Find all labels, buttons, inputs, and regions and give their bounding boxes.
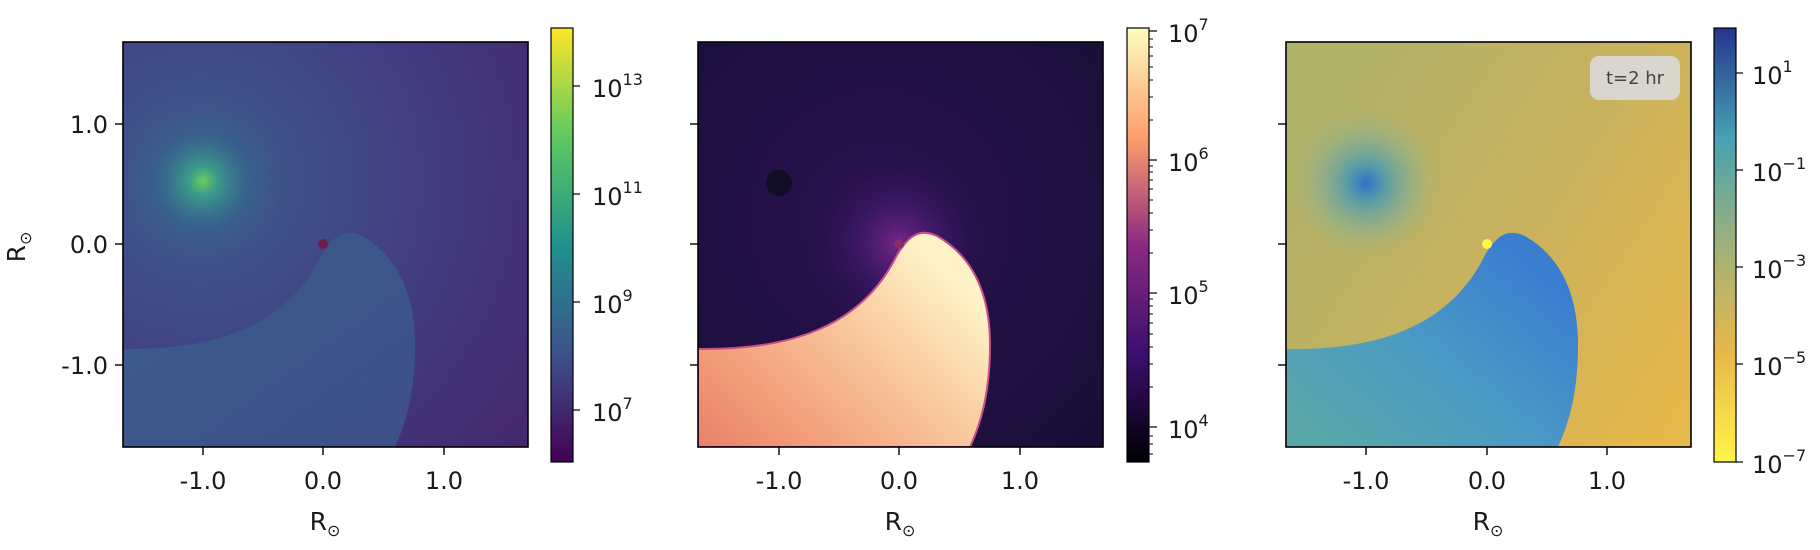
colorbar-tick-label: 104 (1168, 411, 1209, 444)
source-glow (1286, 103, 1446, 263)
colorbar-minor-ticks (1149, 38, 1153, 455)
x-tick-label: -1.0 (1343, 467, 1390, 495)
x-tick-label: 0.0 (880, 467, 918, 495)
y-ticks (690, 123, 698, 366)
panel-temperature: -1.0 0.0 1.0 R⊙ 104 105 106 107 (690, 15, 1209, 540)
panel-density: -1.0 0.0 1.0 1.0 0.0 -1.0 R⊙ R⊙ 107 109 … (2, 27, 643, 540)
x-axis-label: R⊙ (885, 507, 916, 540)
source-glow (123, 101, 283, 261)
colorbar-tick-label: 106 (1168, 144, 1209, 177)
central-point (1482, 239, 1492, 249)
tidal-stream (1286, 232, 1578, 447)
colorbar-tick-label: 107 (1168, 15, 1209, 48)
x-ticks (202, 447, 445, 455)
colorbar (1713, 27, 1737, 463)
x-tick-label: 1.0 (1588, 467, 1626, 495)
colorbar-tick-label: 1013 (592, 70, 643, 103)
central-point (894, 239, 904, 249)
colorbar-ticks (573, 85, 580, 411)
colorbar-tick-label: 10−5 (1752, 348, 1806, 381)
x-axis-label: R⊙ (1473, 507, 1504, 540)
time-annotation: t=2 hr (1606, 68, 1665, 89)
colorbar-tick-label: 1011 (592, 178, 643, 211)
central-point (318, 239, 328, 249)
x-tick-label: 0.0 (1468, 467, 1506, 495)
colorbar-tick-label: 109 (592, 286, 633, 319)
x-tick-label: 0.0 (304, 467, 342, 495)
y-ticks (115, 123, 123, 366)
y-tick-label: 0.0 (70, 231, 108, 259)
x-tick-label: -1.0 (756, 467, 803, 495)
tidal-stream (698, 231, 992, 447)
x-tick-label: 1.0 (1001, 467, 1039, 495)
y-ticks (1278, 123, 1286, 366)
colorbar-tick-label: 101 (1752, 57, 1793, 90)
colorbar (1126, 27, 1150, 463)
colorbar-tick-label: 107 (592, 394, 633, 427)
x-tick-label: -1.0 (180, 467, 227, 495)
annotation-badge: t=2 hr (1590, 56, 1680, 100)
y-axis-label: R⊙ (2, 232, 35, 263)
colorbar-ticks (1736, 72, 1743, 463)
colorbar-tick-label: 10−1 (1752, 154, 1806, 187)
colorbar (550, 27, 574, 463)
tidal-stream (123, 232, 415, 447)
x-ticks (1365, 447, 1608, 455)
source-point (766, 170, 792, 196)
colorbar-tick-label: 10−3 (1752, 251, 1806, 284)
colorbar-tick-label: 105 (1168, 277, 1209, 310)
x-ticks (778, 447, 1021, 455)
x-axis-label: R⊙ (310, 507, 341, 540)
colorbar-tick-label: 10−7 (1752, 446, 1806, 479)
y-tick-label: -1.0 (61, 352, 108, 380)
y-tick-label: 1.0 (70, 111, 108, 139)
colorbar-ticks (1149, 30, 1157, 428)
x-tick-label: 1.0 (425, 467, 463, 495)
panel-ratio: t=2 hr -1.0 0.0 1.0 R⊙ 10−7 10−5 10−3 10… (1278, 27, 1806, 540)
